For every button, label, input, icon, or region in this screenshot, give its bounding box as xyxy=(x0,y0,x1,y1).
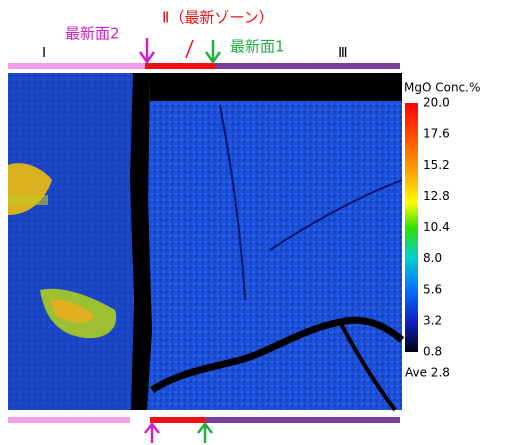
colorbar-labels: 20.0 17.6 15.2 12.8 10.4 8.0 5.6 3.2 0.8 xyxy=(423,96,450,359)
surface1-label: 最新面1 xyxy=(230,38,285,56)
colorbar-label: 10.4 xyxy=(423,220,450,234)
zone2-bar-bottom xyxy=(150,417,205,423)
zone3-bar-bottom xyxy=(205,417,400,423)
zone1-bar-bottom xyxy=(8,417,130,423)
zone1-bar xyxy=(8,63,145,69)
element-map xyxy=(8,73,405,412)
zone2-label: Ⅱ（最新ゾーン） xyxy=(162,9,274,27)
zone3-bar xyxy=(215,63,400,69)
colorbar-label: 5.6 xyxy=(423,282,442,296)
colorbar-label: 15.2 xyxy=(423,158,450,172)
colorbar-title: MgO Conc.% xyxy=(404,81,480,95)
colorbar-label: 3.2 xyxy=(423,313,442,327)
colorbar-label: 12.8 xyxy=(423,189,450,203)
zone2-bar xyxy=(145,63,215,69)
colorbar xyxy=(405,103,418,352)
surface2-label: 最新面2 xyxy=(65,25,120,43)
colorbar-average: Ave 2.8 xyxy=(405,366,450,380)
colorbar-label: 0.8 xyxy=(423,345,442,359)
colorbar-label: 8.0 xyxy=(423,251,442,265)
arrows xyxy=(138,38,222,443)
zone1-label: Ⅰ xyxy=(42,46,46,61)
colorbar-label: 20.0 xyxy=(423,96,450,110)
colorbar-label: 17.6 xyxy=(423,127,450,141)
zone3-label: Ⅲ xyxy=(338,46,348,61)
